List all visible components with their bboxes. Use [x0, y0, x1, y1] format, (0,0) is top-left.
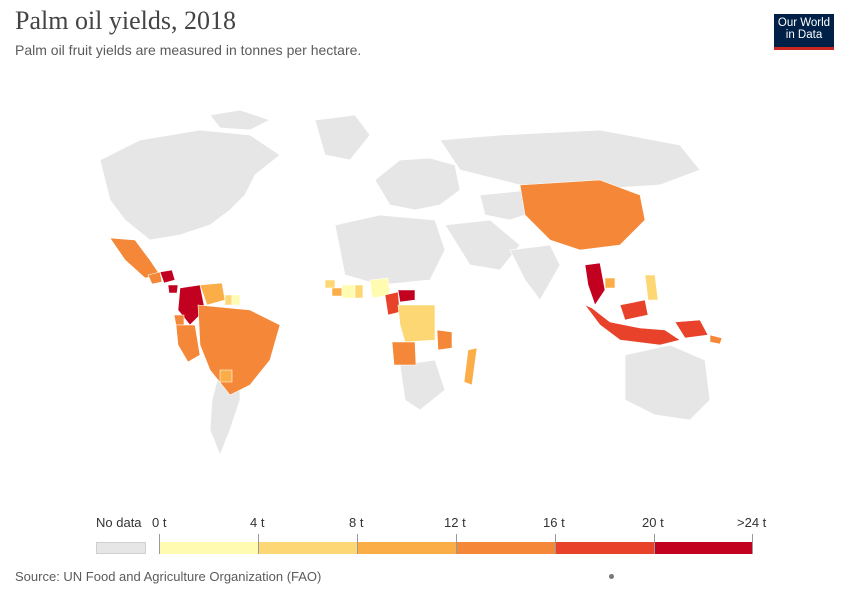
legend-bin-0-4[interactable]	[159, 542, 258, 554]
region-middle-east	[444, 219, 521, 271]
legend-no-data-label: No data	[96, 515, 142, 530]
region-mexico	[109, 237, 161, 279]
logo-line-2: in Data	[785, 29, 823, 41]
legend-tick	[357, 534, 358, 554]
region-brazil	[197, 304, 281, 396]
world-map	[99, 109, 723, 456]
legend-tick-label-8: 8 t	[349, 515, 364, 530]
legend-bin-12-16[interactable]	[456, 542, 555, 554]
region-tanzania	[436, 329, 453, 351]
region-papua-new-guinea	[674, 319, 709, 339]
region-russia	[439, 129, 701, 191]
region-guyana	[224, 294, 233, 306]
region-greenland	[314, 114, 371, 161]
chart-subtitle: Palm oil fruit yields are measured in to…	[15, 42, 362, 58]
region-indonesia	[584, 304, 681, 346]
region-paraguay	[219, 369, 233, 383]
region-costa-rica	[167, 284, 179, 294]
region-car	[397, 289, 416, 303]
region-australia	[624, 344, 711, 421]
legend-tick-label-20: 20 t	[642, 515, 664, 530]
region-ecuador	[173, 314, 185, 326]
region-madagascar	[463, 347, 478, 386]
region-india	[509, 244, 561, 301]
region-ghana	[354, 284, 364, 299]
legend-no-data-swatch	[96, 542, 146, 554]
region-honduras	[159, 269, 176, 284]
legend-bin-4-8[interactable]	[258, 542, 357, 554]
legend-tick-label-12: 12 t	[444, 515, 466, 530]
legend-bin-20-24[interactable]	[654, 542, 753, 554]
legend-tick-label-4: 4 t	[250, 515, 265, 530]
source-note: Source: UN Food and Agriculture Organiza…	[15, 569, 322, 584]
legend-tick-label-0: 0 t	[152, 515, 167, 530]
region-suriname	[231, 294, 241, 306]
legend-tick	[752, 534, 753, 554]
timeline-dot-icon[interactable]	[609, 574, 614, 579]
legend-bin-16-20[interactable]	[555, 542, 654, 554]
region-china	[519, 179, 646, 251]
legend-tick-label-16: 16 t	[543, 515, 565, 530]
region-north-america	[99, 129, 281, 241]
region-drcongo	[397, 304, 436, 343]
legend-tick	[456, 534, 457, 554]
region-cambodia	[604, 277, 616, 289]
region-sierra-leone	[324, 279, 336, 289]
region-liberia	[331, 287, 343, 297]
region-cote-divoire	[341, 284, 356, 299]
legend-tick	[159, 534, 160, 554]
region-north-africa	[334, 214, 446, 286]
region-philippines	[644, 274, 659, 301]
region-europe	[374, 157, 461, 211]
legend-tick	[258, 534, 259, 554]
logo-line-1: Our World	[777, 17, 831, 29]
region-solomon-islands	[709, 334, 723, 345]
region-malaysia	[619, 299, 649, 321]
region-venezuela	[199, 282, 226, 306]
legend-bin-8-12[interactable]	[357, 542, 456, 554]
owid-logo[interactable]: Our World in Data	[774, 14, 834, 50]
region-canada-islands	[209, 109, 271, 131]
region-cameroon	[384, 291, 401, 316]
region-south-africa	[399, 359, 446, 411]
region-angola	[391, 341, 417, 366]
legend-tick-label-max: >24 t	[737, 515, 767, 530]
legend-tick	[555, 534, 556, 554]
region-thailand	[584, 262, 606, 306]
region-peru	[175, 324, 201, 363]
region-guatemala	[147, 271, 163, 285]
legend-tick	[654, 534, 655, 554]
chart-title: Palm oil yields, 2018	[15, 6, 236, 35]
